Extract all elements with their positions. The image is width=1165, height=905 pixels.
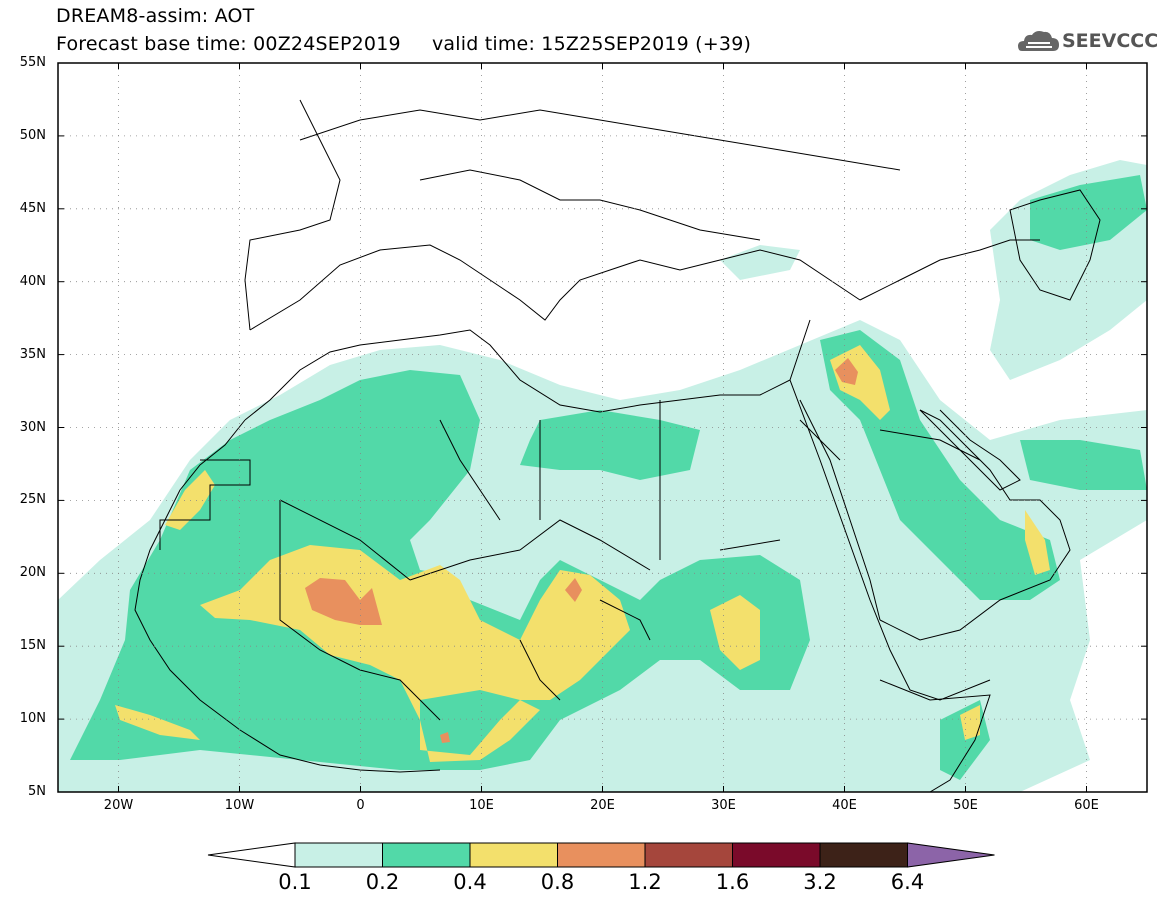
colorbar-label: 1.6	[715, 870, 750, 894]
x-tick-label: 20E	[590, 798, 615, 813]
y-tick-label: 50N	[19, 127, 46, 143]
x-tick-label: 0	[356, 798, 365, 813]
axis-tickmarks	[58, 62, 1147, 793]
y-tick-label: 55N	[19, 55, 46, 70]
aot-field-0.4	[115, 345, 1050, 762]
x-tick-label: 60E	[1074, 798, 1099, 813]
logo-text: SEEVCCC	[1062, 30, 1159, 52]
colorbar-label: 1.2	[628, 870, 662, 894]
y-tick-label: 20N	[19, 565, 46, 581]
x-tick-label: 50E	[953, 798, 978, 813]
y-tick-label: 30N	[19, 419, 46, 435]
colorbar-label: 6.4	[890, 870, 925, 894]
y-tick-label: 40N	[19, 273, 46, 289]
colorbar-label: 0.1	[278, 870, 312, 894]
x-tick-label: 40E	[832, 798, 857, 813]
y-tick-label: 15N	[19, 638, 46, 654]
cloud-icon	[1018, 31, 1059, 51]
y-tick-label: 45N	[19, 200, 46, 216]
colorbar-label: 3.2	[803, 870, 837, 894]
coastlines-borders	[134, 99, 1101, 792]
x-tick-label: 10E	[469, 798, 494, 813]
y-tick-label: 35N	[19, 346, 46, 362]
x-tick-label: 20W	[103, 798, 134, 813]
title-line-2: Forecast base time: 00Z24SEP2019 valid t…	[56, 33, 752, 55]
title-line-1: DREAM8-assim: AOT	[56, 5, 255, 27]
colorbar-label: 0.2	[365, 870, 400, 894]
x-tick-label: 30E	[711, 798, 736, 813]
y-tick-label: 5N	[28, 784, 46, 799]
y-tick-label: 25N	[19, 492, 46, 508]
aot-field-0.8	[305, 358, 858, 743]
colorbar-label: 0.4	[453, 870, 487, 894]
y-tick-label: 10N	[19, 711, 46, 727]
x-tick-label: 10W	[224, 798, 255, 813]
colorbar-label: 0.8	[540, 870, 575, 894]
